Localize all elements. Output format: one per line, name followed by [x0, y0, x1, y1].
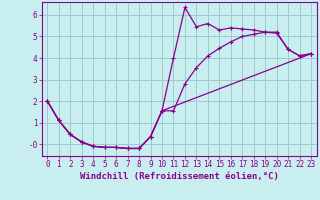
X-axis label: Windchill (Refroidissement éolien,°C): Windchill (Refroidissement éolien,°C): [80, 172, 279, 181]
